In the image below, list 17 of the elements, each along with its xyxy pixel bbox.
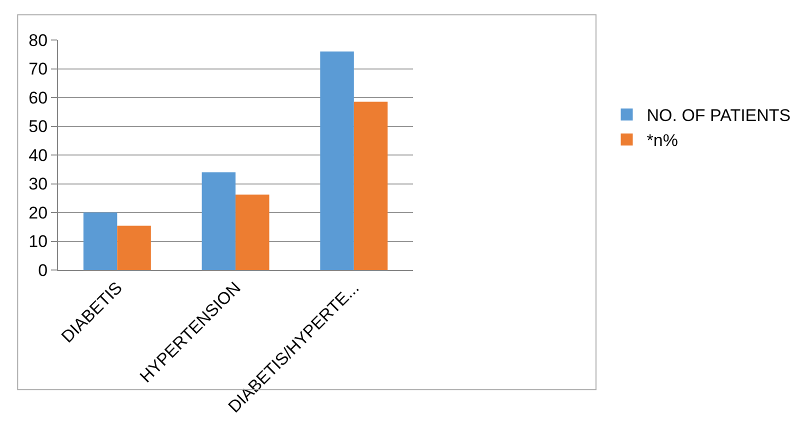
legend-label: NO. OF PATIENTS: [646, 106, 791, 126]
bar: [83, 212, 118, 270]
y-tick-label: 30: [28, 174, 48, 194]
y-tick-label: 50: [28, 117, 48, 136]
y-tick-label: 20: [28, 203, 48, 222]
y-tick-label: 70: [28, 60, 48, 79]
bar: [354, 102, 388, 270]
legend-label: *n%: [646, 131, 678, 150]
bar: [236, 194, 270, 270]
bar: [320, 52, 354, 270]
y-tick-label: 80: [28, 30, 48, 50]
bar: [202, 172, 236, 270]
y-tick-label: 0: [38, 260, 48, 280]
bar: [117, 226, 151, 270]
y-tick-label: 60: [28, 88, 48, 108]
y-tick-label: 40: [28, 146, 48, 165]
y-tick-label: 10: [28, 232, 48, 252]
